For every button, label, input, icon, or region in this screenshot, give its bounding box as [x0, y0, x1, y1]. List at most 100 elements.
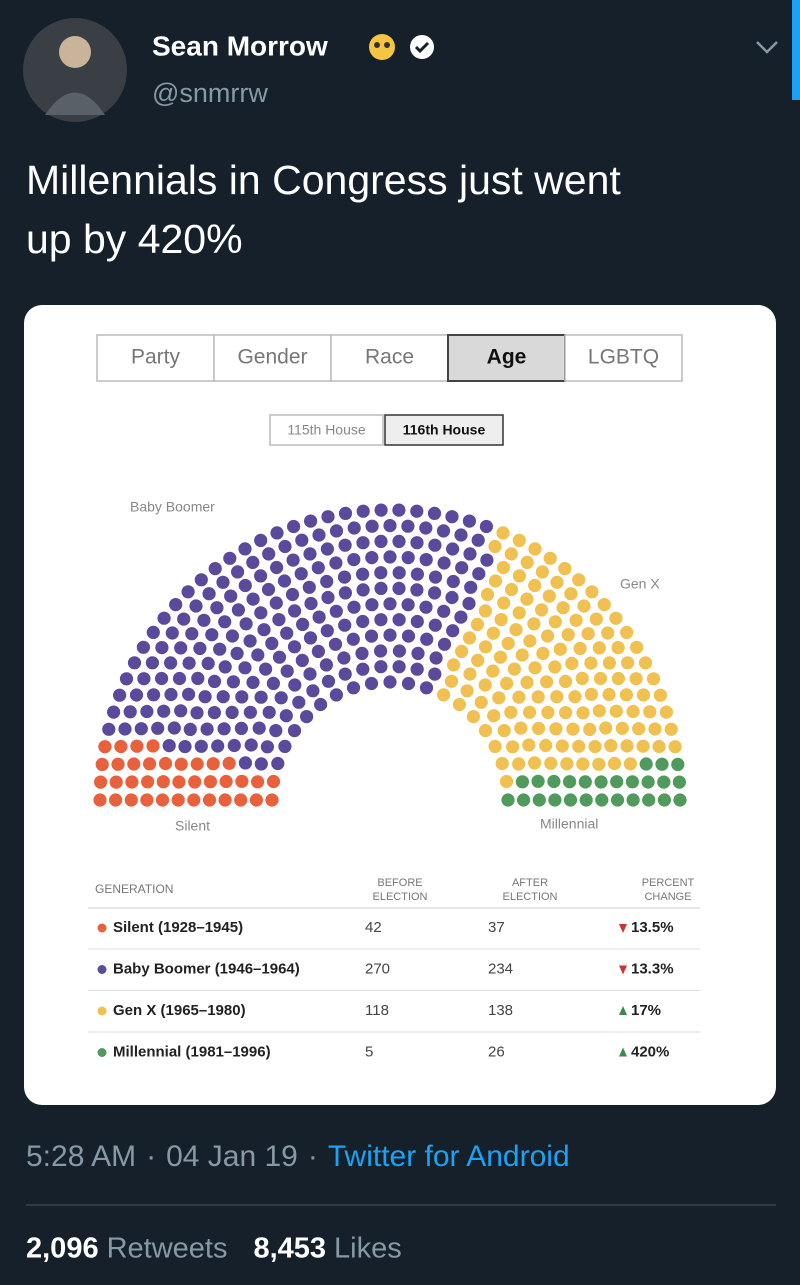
seat [401, 676, 416, 691]
seat [401, 598, 415, 612]
seat [158, 756, 173, 771]
seat [437, 604, 451, 618]
retweet-label[interactable]: Retweets [107, 1233, 228, 1265]
house-toggle[interactable] [269, 414, 384, 446]
seat [304, 514, 318, 528]
seat [527, 617, 541, 631]
seat [472, 567, 486, 581]
seat [337, 651, 351, 665]
seat [531, 774, 545, 788]
seat [436, 524, 451, 538]
generation-name: Baby Boomer (1946–1964) [113, 960, 300, 977]
chart-label: Baby Boomer [130, 499, 215, 515]
seat [206, 757, 220, 771]
seat [109, 775, 123, 789]
seat [420, 632, 434, 646]
seat [657, 793, 672, 807]
user-name[interactable]: Sean Morrow [152, 30, 328, 61]
user-handle[interactable]: @snmrrw [152, 78, 268, 108]
after-count: 37 [488, 919, 505, 936]
seat [265, 793, 279, 807]
tab[interactable] [447, 334, 566, 382]
seat [270, 560, 284, 575]
seat [203, 775, 217, 789]
seat [172, 671, 187, 686]
avatar[interactable] [23, 18, 127, 122]
before-count: 270 [365, 960, 390, 977]
seat [249, 793, 263, 807]
seat [251, 648, 265, 662]
seat [470, 617, 484, 632]
menu-chevron[interactable] [756, 41, 778, 54]
house-toggle-label[interactable]: 115th House [287, 422, 366, 438]
seat [136, 640, 150, 654]
tab-label[interactable]: Age [487, 346, 527, 369]
image-card[interactable] [24, 305, 776, 1105]
seat [597, 598, 611, 612]
seat [165, 626, 179, 640]
seat [528, 578, 542, 593]
tab[interactable] [564, 334, 683, 382]
house-toggle[interactable] [384, 414, 504, 446]
seat [428, 570, 443, 584]
seat [652, 739, 666, 754]
seat [347, 553, 361, 567]
house-toggle-label[interactable]: 116th House [403, 422, 486, 438]
seat [177, 612, 191, 626]
seat [311, 561, 325, 575]
seat [569, 613, 583, 627]
like-count[interactable]: 8,453 [253, 1233, 326, 1265]
seat [278, 739, 292, 754]
seat [182, 656, 196, 670]
seat [151, 721, 165, 735]
tweet-source[interactable]: Twitter for Android [328, 1140, 570, 1173]
seat [167, 721, 181, 735]
seat [320, 574, 334, 589]
seat [520, 555, 534, 570]
seat [374, 644, 388, 658]
seat [589, 612, 603, 626]
tab-label[interactable]: Gender [237, 346, 307, 369]
seat [500, 676, 514, 691]
seat [559, 706, 573, 720]
legend-dot [97, 923, 107, 933]
seat [374, 660, 388, 674]
seat [185, 627, 199, 641]
seat [270, 526, 284, 540]
seat [550, 575, 564, 589]
seat [655, 757, 669, 771]
seat [575, 671, 589, 686]
seat [542, 589, 556, 603]
seat [504, 705, 518, 719]
retweet-count[interactable]: 2,096 [26, 1233, 99, 1265]
seat [374, 581, 388, 596]
seat [157, 611, 171, 625]
seat [230, 646, 244, 661]
percent-change: 17% [631, 1002, 661, 1019]
seat [272, 650, 287, 664]
seat [338, 586, 352, 600]
tab[interactable] [213, 334, 332, 382]
seat [364, 676, 379, 691]
seat [94, 775, 108, 789]
seat [355, 646, 369, 661]
seat [646, 672, 661, 686]
tab-label[interactable]: LGBTQ [588, 346, 659, 369]
seat [356, 583, 370, 597]
seat [198, 690, 212, 704]
seat [328, 637, 343, 651]
seat [295, 533, 309, 547]
tab-label[interactable]: Party [131, 346, 181, 369]
seat [174, 641, 188, 655]
seat [548, 793, 562, 807]
seat [329, 524, 344, 538]
tab-label[interactable]: Race [365, 346, 414, 369]
seat [231, 565, 245, 579]
seat [392, 644, 406, 658]
like-label[interactable]: Likes [334, 1233, 402, 1265]
seat [427, 506, 442, 520]
seat [194, 739, 208, 753]
seat [563, 775, 577, 789]
